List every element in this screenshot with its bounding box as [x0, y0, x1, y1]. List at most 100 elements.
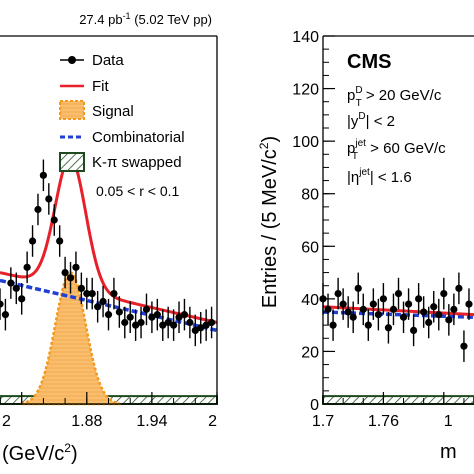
- x-tick-label: 2: [208, 413, 217, 430]
- data-point: [440, 290, 448, 298]
- data-point: [329, 321, 337, 329]
- selection-cuts: pD T > 20 GeV/c |yD| < 2 pjet T > 60 GeV/c…: [347, 85, 446, 186]
- data-point: [104, 311, 113, 319]
- legend-label-combinatorial: Combinatorial: [92, 129, 185, 146]
- y-tick-label: 80: [301, 187, 319, 204]
- data-point: [359, 305, 367, 313]
- data-point: [18, 295, 26, 303]
- data-point: [425, 318, 433, 327]
- legend-entry-fit: Fit: [60, 78, 109, 95]
- data-point: [23, 263, 31, 271]
- data-point: [50, 216, 58, 224]
- data-point: [394, 290, 403, 298]
- data-point: [384, 324, 393, 332]
- data-point: [142, 305, 151, 313]
- data-point: [344, 308, 352, 316]
- data-point: [430, 303, 438, 311]
- data-point: [115, 308, 123, 316]
- data-point: [170, 321, 178, 329]
- data-point: [126, 313, 134, 321]
- legend-entry-signal: Signal: [59, 100, 134, 120]
- data-point: [39, 171, 48, 179]
- data-point: [334, 290, 342, 298]
- x-tick-label: 2: [2, 413, 11, 430]
- x-tick-label: 1.88: [71, 413, 102, 430]
- data-point: [110, 290, 118, 298]
- y-tick-label: 140: [292, 29, 319, 46]
- right-panel: Entries / (5 MeV/c2) 020406080100120140 …: [257, 29, 474, 463]
- data-point: [1, 311, 10, 319]
- data-point: [191, 326, 199, 334]
- selection-eta-jet: |ηjet| < 1.6: [347, 167, 412, 186]
- data-point: [455, 284, 463, 292]
- y-tick-label: 40: [301, 292, 319, 309]
- data-point: [148, 313, 156, 321]
- data-point: [180, 311, 189, 319]
- data-point: [364, 321, 372, 329]
- left-x-axis-label: (GeV/c2): [2, 441, 78, 465]
- left-header: 27.4 pb-1 (5.02 TeV pp): [79, 11, 212, 27]
- data-point: [153, 311, 161, 319]
- data-point: [66, 274, 75, 282]
- data-point: [410, 326, 418, 334]
- data-point: [445, 316, 453, 324]
- data-point: [72, 263, 80, 271]
- data-point: [175, 313, 183, 321]
- data-point: [0, 300, 4, 308]
- data-point: [99, 297, 107, 306]
- data-point: [159, 321, 167, 329]
- right-plot-area: [319, 272, 474, 406]
- data-point: [465, 300, 473, 308]
- data-point: [83, 290, 91, 298]
- legend-label-signal: Signal: [92, 103, 134, 120]
- y-tick-label: 120: [292, 82, 319, 99]
- data-point: [132, 321, 140, 329]
- data-point: [56, 237, 64, 245]
- data-point: [339, 300, 347, 308]
- data-point: [197, 324, 205, 332]
- y-tick-label: 100: [292, 134, 319, 151]
- data-point: [202, 321, 210, 329]
- right-x-ticks: 1.7 1.76 1: [312, 392, 465, 430]
- data-point: [207, 318, 216, 327]
- data-point: [354, 284, 362, 292]
- right-x-axis-label: m: [440, 441, 457, 463]
- right-y-ticks: 0 20 40 60 80 100 120 140: [292, 29, 335, 414]
- data-point: [186, 318, 194, 327]
- data-point: [7, 279, 15, 287]
- y-tick-label: 60: [301, 239, 319, 256]
- x-tick-label: 1.76: [368, 413, 399, 430]
- left-annotation: 0.05 < r < 0.1: [96, 183, 179, 199]
- data-point: [374, 311, 382, 319]
- selection-pt-jet: pjet T > 60 GeV/c: [347, 138, 446, 162]
- combinatorial-curve: [322, 310, 474, 320]
- legend-label-fit: Fit: [92, 78, 109, 95]
- legend-label-swapped: K-π swapped: [92, 154, 182, 171]
- right-y-axis-label: Entries / (5 MeV/c2): [257, 136, 281, 308]
- x-tick-label: 1.94: [136, 413, 167, 430]
- data-point: [324, 305, 332, 313]
- legend-label-data: Data: [92, 52, 124, 69]
- left-panel: 27.4 pb-1 (5.02 TeV pp) 2 1.88 1.94 2 Data …: [0, 11, 218, 465]
- x-tick-label: 1.7: [312, 413, 334, 430]
- selection-pt-d: pD T > 20 GeV/c: [347, 85, 442, 109]
- data-point: [460, 342, 468, 350]
- y-tick-label: 20: [301, 344, 319, 361]
- data-point: [137, 318, 145, 327]
- data-point: [404, 300, 413, 308]
- data-point: [77, 284, 85, 292]
- data-point: [34, 205, 42, 214]
- legend-entry-swapped: K-π swapped: [59, 152, 182, 172]
- left-x-ticks: 2 1.88 1.94 2: [0, 392, 218, 430]
- data-point: [369, 300, 377, 308]
- data-point: [12, 284, 20, 292]
- legend-entry-data: Data: [60, 52, 124, 69]
- data-point: [45, 195, 53, 203]
- data-point: [349, 313, 357, 321]
- data-point: [164, 318, 172, 327]
- data-point: [389, 305, 398, 313]
- data-point: [61, 268, 69, 277]
- data-point: [399, 313, 408, 321]
- legend-entry-combinatorial: Combinatorial: [60, 129, 185, 146]
